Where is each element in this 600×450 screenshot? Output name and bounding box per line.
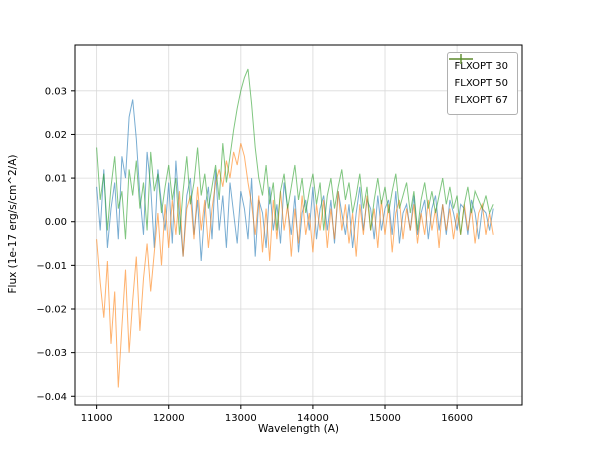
svg-text:14000: 14000: [297, 413, 329, 424]
svg-text:0.00: 0.00: [45, 217, 67, 228]
svg-text:−0.02: −0.02: [36, 305, 67, 316]
svg-text:−0.03: −0.03: [36, 348, 67, 359]
svg-text:13000: 13000: [225, 413, 257, 424]
legend-label: FLXOPT 30: [454, 61, 508, 72]
svg-text:−0.04: −0.04: [36, 392, 67, 403]
legend-label: FLXOPT 67: [454, 95, 508, 106]
svg-text:0.03: 0.03: [45, 86, 67, 97]
legend-item-flxopt-50: FLXOPT 50: [448, 54, 508, 92]
legend-label: FLXOPT 50: [454, 78, 508, 89]
svg-text:−0.01: −0.01: [36, 261, 67, 272]
x-axis-label: Wavelength (A): [257, 423, 339, 435]
svg-text:16000: 16000: [441, 413, 473, 424]
legend-line-sample-green: [448, 54, 473, 64]
svg-text:0.01: 0.01: [45, 174, 67, 185]
y-axis-label: Flux (1e-17 erg/s/cm^2/A): [7, 154, 19, 294]
svg-text:15000: 15000: [369, 413, 401, 424]
legend: FLXOPT 30 FLXOPT 50 FLXOPT 67: [446, 52, 518, 115]
svg-text:12000: 12000: [153, 413, 185, 424]
svg-text:11000: 11000: [81, 413, 113, 424]
legend-item-flxopt-67: FLXOPT 67: [448, 54, 508, 109]
svg-text:0.02: 0.02: [45, 130, 67, 141]
